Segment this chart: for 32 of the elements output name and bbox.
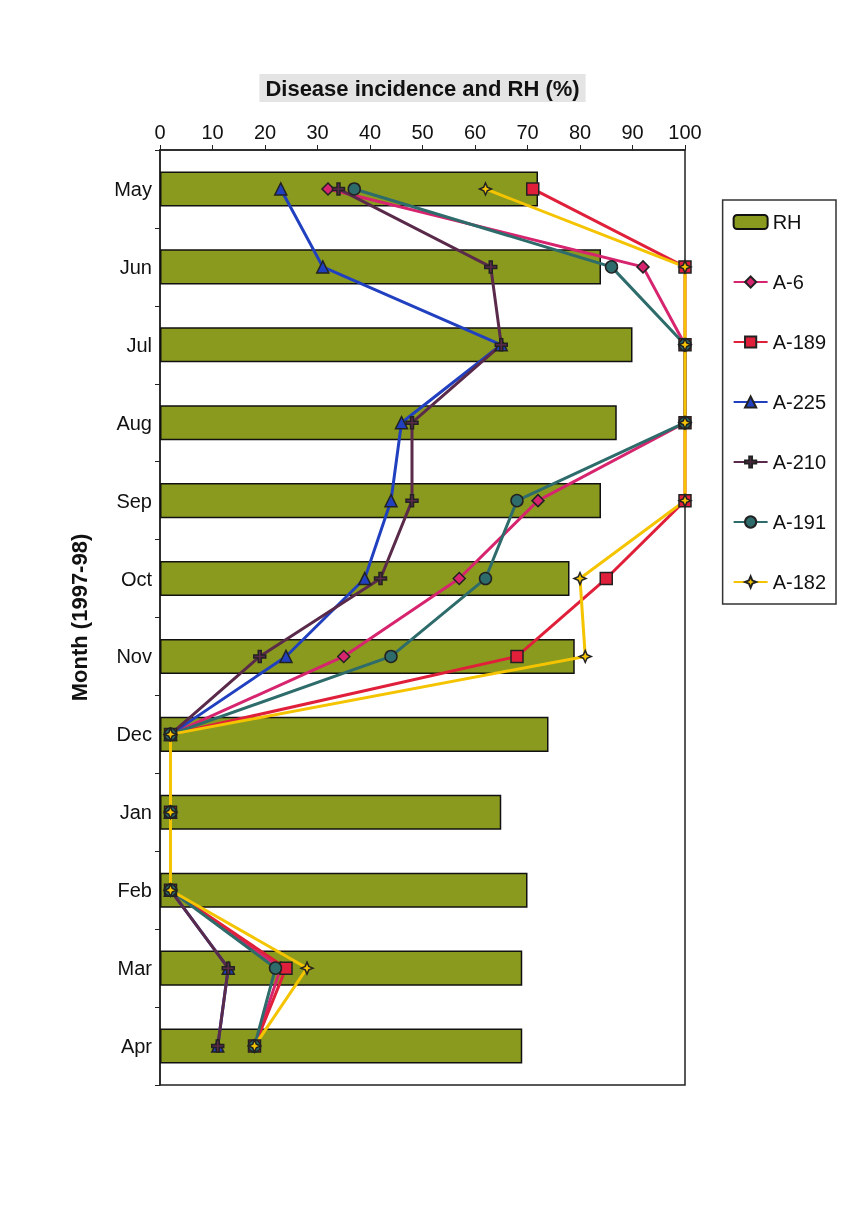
x-tick-label: 30 <box>306 121 329 143</box>
y-tick-label: Mar <box>117 957 153 980</box>
y-tick-label: Dec <box>116 723 152 746</box>
y-tick-label: Feb <box>117 879 152 902</box>
x-tick-label: 100 <box>668 121 702 143</box>
y-tick-label: Jan <box>119 801 152 824</box>
legend-label: A-225 <box>772 391 827 413</box>
x-tick-label: 0 <box>154 121 166 143</box>
y-tick-label: Jun <box>119 255 152 278</box>
legend-label: A-189 <box>772 331 827 353</box>
legend-label: A-210 <box>772 451 827 473</box>
y-axis-title: Month (1997-98) <box>66 533 92 702</box>
y-tick-label: Jul <box>126 333 152 356</box>
y-tick-label: Apr <box>120 1035 153 1058</box>
legend-label: A-6 <box>772 271 804 293</box>
legend-label: RH <box>772 211 802 233</box>
y-tick-label: May <box>114 177 152 200</box>
x-tick-label: 10 <box>201 121 224 143</box>
y-tick-label: Nov <box>116 645 152 668</box>
x-tick-label: 20 <box>253 121 277 143</box>
y-tick-label: Oct <box>120 567 153 590</box>
x-tick-label: 40 <box>358 121 382 143</box>
legend-label: A-191 <box>772 511 827 533</box>
x-tick-label: 70 <box>516 121 539 143</box>
y-tick-label: Aug <box>116 411 152 434</box>
x-tick-label: 90 <box>621 121 644 143</box>
y-tick-label: Sep <box>116 489 152 512</box>
x-tick-label: 80 <box>568 121 592 143</box>
x-tick-label: 60 <box>463 121 487 143</box>
x-tick-label: 50 <box>411 121 434 143</box>
x-axis-title: Disease incidence and RH (%) <box>265 75 580 101</box>
legend-label: A-182 <box>772 571 827 593</box>
